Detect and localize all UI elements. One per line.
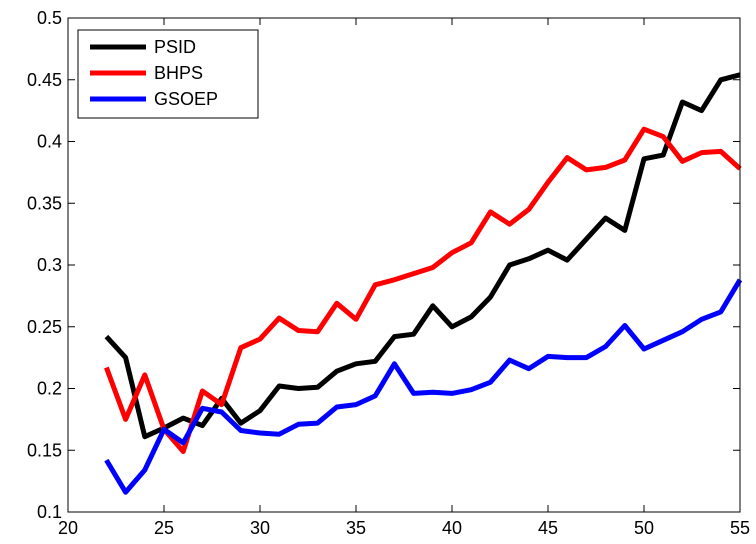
x-tick-label: 45 [538,518,558,538]
series-line-bhps [104,126,742,454]
series-line-gsoep [104,278,743,495]
x-tick-label: 50 [634,518,654,538]
x-tick-label: 55 [730,518,750,538]
y-tick-label: 0.3 [37,255,62,275]
series-layer [104,72,743,495]
x-tick-label: 40 [442,518,462,538]
legend-label-gsoep: GSOEP [154,89,218,109]
x-tick-label: 20 [58,518,78,538]
y-tick-label: 0.5 [37,8,62,28]
y-tick-label: 0.4 [37,132,62,152]
y-tick-label: 0.35 [27,193,62,213]
legend-label-bhps: BHPS [154,63,203,83]
x-tick-label: 35 [346,518,366,538]
y-tick-label: 0.15 [27,440,62,460]
axes-layer: 20 25 30 35 40 45 50 55 0.1 0.15 0.2 0.25 0.3 0.35 0.4… [27,8,750,538]
y-tick-label: 0.25 [27,317,62,337]
x-tick-label: 30 [250,518,270,538]
legend-label-psid: PSID [154,37,196,57]
legend: PSID BHPS GSOEP [77,29,259,119]
x-tick-label: 25 [154,518,174,538]
y-tick-label: 0.2 [37,379,62,399]
y-tick-label: 0.45 [27,70,62,90]
y-tick-label: 0.1 [37,502,62,522]
